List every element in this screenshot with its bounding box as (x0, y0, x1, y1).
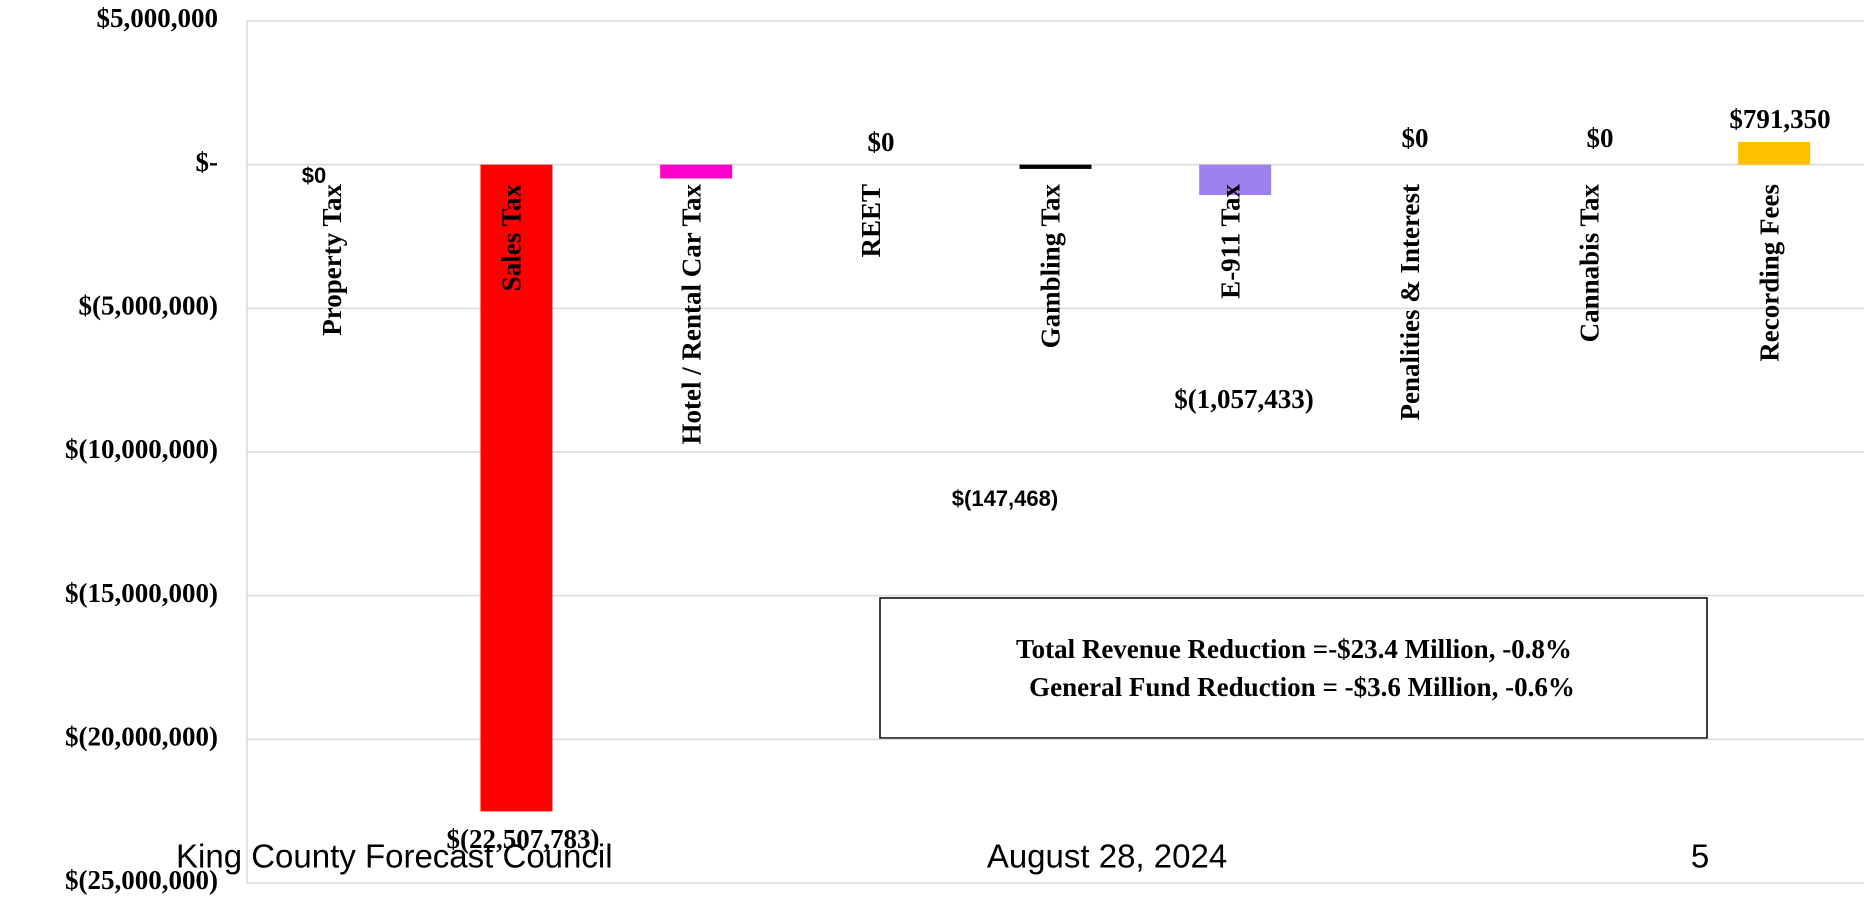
value-label: $(22,507,783) (447, 824, 600, 854)
annotation-line: General Fund Reduction = -$3.6 Million, … (1029, 672, 1575, 702)
y-tick-label: $5,000,000 (97, 3, 219, 33)
category-label: Recording Fees (1754, 184, 1784, 362)
y-tick-label: $(5,000,000) (79, 291, 218, 321)
y-tick-label: $- (196, 147, 219, 177)
category-label: REET (856, 184, 886, 258)
value-label: $791,350 (1729, 104, 1830, 134)
y-tick-label: $(25,000,000) (65, 865, 218, 895)
category-label: Property Tax (317, 184, 347, 336)
y-tick-label: $(20,000,000) (65, 722, 218, 752)
category-label: Hotel / Rental Car Tax (676, 184, 706, 445)
category-label: Cannabis Tax (1575, 184, 1605, 343)
annotation-box (879, 597, 1708, 739)
category-label: E-911 Tax (1215, 184, 1245, 299)
bar (480, 164, 553, 812)
footer-center: August 28, 2024 (987, 838, 1227, 875)
value-label: $0 (1402, 123, 1429, 153)
footer-left: King County Forecast Council (176, 838, 613, 875)
bar (660, 164, 733, 179)
y-tick-label: $(15,000,000) (65, 578, 218, 608)
value-label: $(1,057,433) (1174, 384, 1313, 414)
annotation-line: Total Revenue Reduction =-$23.4 Million,… (1016, 634, 1572, 664)
value-label: $0 (302, 163, 326, 188)
bar (1199, 164, 1272, 196)
value-label: $0 (1587, 123, 1614, 153)
value-label: $0 (868, 127, 895, 157)
category-label: Penalities & Interest (1395, 184, 1425, 420)
y-tick-label: $(10,000,000) (65, 434, 218, 464)
category-label: Sales Tax (497, 184, 527, 292)
bar (1019, 164, 1092, 169)
value-label: $(147,468) (952, 486, 1058, 511)
category-label: Gambling Tax (1036, 184, 1066, 349)
footer-right: 5 (1691, 838, 1709, 875)
bar (1738, 141, 1811, 165)
